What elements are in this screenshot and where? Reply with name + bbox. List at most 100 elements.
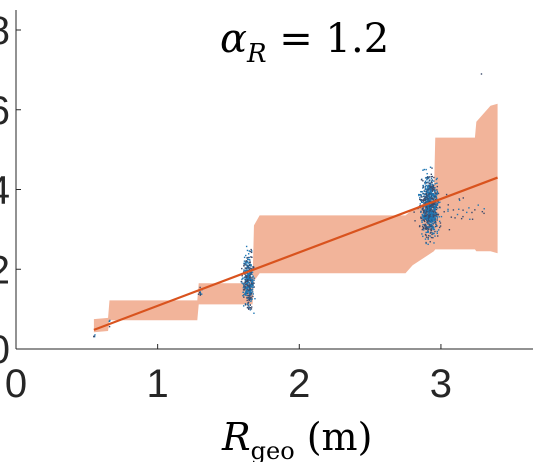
scatter-point	[434, 192, 436, 194]
scatter-point	[423, 195, 425, 197]
scatter-point	[428, 219, 431, 221]
scatter-point	[253, 279, 255, 282]
scatter-point	[423, 193, 426, 195]
scatter-point	[435, 203, 437, 205]
scatter-point	[433, 219, 436, 222]
scatter-point	[432, 211, 435, 213]
scatter-point	[243, 285, 245, 287]
scatter-point	[249, 285, 252, 287]
scatter-point	[247, 267, 250, 269]
scatter-point	[422, 187, 424, 189]
scatter-point	[426, 190, 429, 192]
scatter-point	[244, 283, 247, 285]
scatter-point	[483, 212, 485, 215]
scatter-point	[425, 196, 428, 198]
scatter-point	[426, 198, 429, 200]
scatter-point	[427, 222, 429, 224]
scatter-point	[424, 214, 427, 216]
scatter-point	[251, 256, 253, 259]
scatter-point	[438, 216, 440, 218]
scatter-point	[429, 166, 432, 168]
scatter-point	[427, 220, 429, 222]
scatter-point	[250, 279, 252, 281]
scatter-point	[247, 275, 250, 277]
scatter-point	[430, 236, 433, 239]
scatter-point	[431, 183, 434, 186]
scatter-point	[245, 269, 248, 272]
scatter-point	[420, 211, 422, 213]
scatter-point	[425, 190, 428, 192]
scatter-point	[242, 283, 245, 285]
scatter-point	[431, 227, 433, 229]
scatter-point	[428, 182, 430, 184]
plot-area	[93, 73, 498, 338]
scatter-point	[249, 284, 251, 287]
scatter-point	[427, 228, 429, 230]
scatter-point	[251, 277, 253, 279]
scatter-point	[434, 230, 436, 233]
scatter-point	[432, 228, 434, 230]
scatter-point	[429, 221, 431, 223]
scatter-point	[421, 233, 423, 235]
scatter-point	[431, 167, 433, 169]
scatter-point	[432, 189, 435, 191]
scatter-point	[435, 196, 438, 198]
scatter-point	[434, 195, 436, 198]
scatter-point	[429, 193, 431, 195]
scatter-point	[247, 265, 250, 267]
scatter-point	[249, 294, 251, 296]
scatter-point	[437, 235, 439, 237]
scatter-point	[420, 216, 422, 218]
scatter-point	[243, 289, 245, 291]
scatter-point	[254, 297, 256, 300]
scatter-point	[250, 308, 253, 310]
scatter-point	[245, 254, 247, 257]
scatter-point	[427, 211, 430, 214]
scatter-point	[422, 192, 425, 195]
scatter-point	[247, 303, 249, 305]
scatter-point	[242, 277, 244, 280]
scatter-point	[426, 208, 428, 211]
scatter-point	[420, 195, 422, 197]
scatter-point	[432, 206, 435, 209]
scatter-point	[245, 280, 247, 283]
scatter-point	[480, 73, 483, 75]
scatter-point	[428, 176, 431, 178]
scatter-point	[431, 190, 434, 192]
scatter-point	[437, 229, 440, 231]
scatter-point	[436, 230, 438, 233]
scatter-point	[245, 264, 247, 266]
scatter-point	[429, 206, 432, 209]
scatter-point	[422, 195, 425, 198]
scatter-point	[431, 185, 434, 187]
scatter-point	[420, 179, 423, 181]
scatter-point	[243, 294, 245, 296]
scatter-point	[199, 291, 201, 294]
scatter-point	[426, 207, 429, 209]
scatter-point	[245, 291, 247, 293]
scatter-point	[429, 196, 431, 199]
scatter-point	[427, 231, 429, 233]
scatter-point	[427, 178, 429, 180]
scatter-point	[249, 263, 251, 266]
scatter-point	[420, 217, 422, 219]
scatter-point	[435, 208, 438, 211]
scatter-point	[252, 266, 254, 268]
scatter-point	[452, 209, 455, 211]
scatter-point	[421, 219, 423, 222]
scatter-point	[432, 209, 434, 211]
scatter-point	[430, 175, 433, 178]
scatter-point	[250, 265, 252, 267]
scatter-point	[425, 198, 427, 201]
scatter-point	[428, 214, 430, 216]
scatter-point	[433, 208, 436, 211]
scatter-point	[423, 198, 426, 200]
scatter-point	[420, 198, 422, 201]
scatter-point	[437, 207, 439, 209]
scatter-point	[431, 211, 434, 214]
scatter-point	[246, 249, 249, 252]
scatter-point	[422, 186, 425, 188]
scatter-point	[426, 226, 429, 228]
scatter-point	[423, 212, 425, 215]
